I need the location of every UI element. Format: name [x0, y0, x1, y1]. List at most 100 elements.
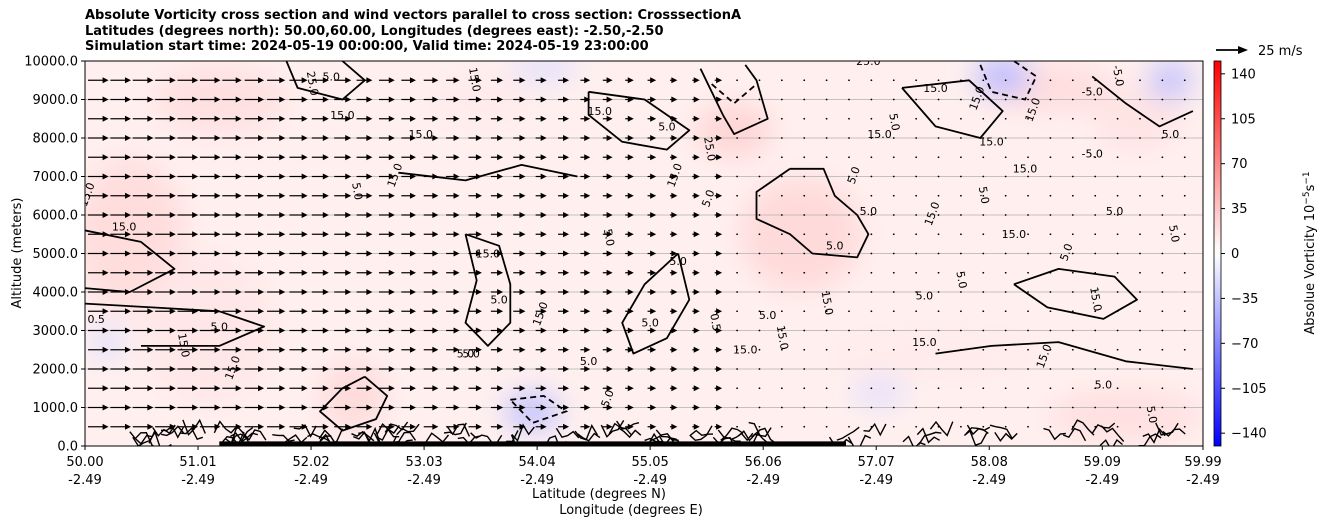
wind-vector-dot	[1094, 98, 1097, 101]
wind-vector-head	[693, 423, 700, 430]
wind-vector-head	[214, 308, 221, 315]
wind-vector-head	[214, 385, 221, 392]
wind-vector-dot	[960, 310, 962, 313]
wind-vector-head	[671, 327, 678, 334]
wind-vector-head	[192, 308, 199, 315]
wind-vector-head	[322, 289, 329, 295]
terrain-base	[219, 441, 847, 446]
wind-vector-dot	[915, 271, 918, 274]
wind-vector-dot	[848, 348, 850, 351]
wind-vector-dot	[825, 291, 828, 293]
wind-vector-head	[214, 96, 221, 103]
terrain-contour	[306, 433, 331, 442]
y-tick-label: 7000.0	[33, 170, 79, 185]
wind-vector-head	[693, 327, 700, 334]
wind-vector-dot	[1094, 233, 1097, 236]
wind-vector-dot	[1071, 214, 1074, 216]
wind-vector-head	[258, 289, 265, 295]
wind-vector-head	[584, 269, 591, 276]
wind-vector-head	[192, 289, 199, 295]
wind-vector-head	[540, 346, 547, 353]
wind-vector-head	[388, 423, 395, 430]
wind-vector-dot	[1139, 233, 1141, 236]
contour-label: -5.0	[1081, 86, 1102, 99]
wind-vector-dot	[937, 137, 940, 139]
wind-vector-dot	[1071, 271, 1074, 274]
contour-label: 15.0	[733, 344, 758, 357]
wind-vector-dot	[1183, 310, 1186, 313]
wind-vector-dot	[758, 233, 761, 236]
wind-vector-dot	[1139, 98, 1141, 101]
wind-vector-dot	[1116, 425, 1119, 428]
wind-vector-head	[671, 289, 678, 295]
contour-line	[464, 233, 512, 347]
wind-vector-head	[279, 96, 286, 103]
contour-line	[587, 90, 691, 151]
wind-vector-head	[563, 327, 570, 334]
wind-vector-head	[563, 289, 570, 295]
wind-vector-dot	[982, 252, 985, 255]
wind-vector-head	[540, 77, 547, 84]
wind-vector-head	[519, 423, 526, 430]
wind-vector-head	[453, 269, 460, 276]
wind-vector-head	[124, 327, 131, 334]
terrain-contour	[443, 422, 467, 436]
wind-vector-head	[345, 173, 352, 180]
wind-vector-head	[693, 308, 700, 315]
y-tick-label: 10000.0	[24, 55, 78, 70]
wind-vector-head	[258, 346, 265, 353]
wind-vector-head	[584, 404, 591, 411]
x-tick-label-lat: 55.05	[632, 455, 669, 470]
wind-vector-dot	[892, 271, 895, 274]
wind-vector-head	[301, 308, 308, 315]
wind-vector-dot	[892, 137, 895, 139]
wind-vector-dot	[1116, 271, 1119, 274]
wind-vector-head	[301, 366, 308, 372]
x-tick-label-lat: 51.01	[179, 455, 216, 470]
wind-vector-head	[279, 308, 286, 315]
wind-vector-head	[563, 135, 570, 141]
terrain-contour	[600, 420, 625, 438]
wind-vector-dot	[758, 425, 761, 428]
wind-vector-head	[716, 404, 723, 411]
wind-vector-head	[322, 115, 329, 122]
wind-vector-dot	[1183, 252, 1186, 255]
wind-vector-head	[409, 135, 416, 141]
terrain-contour	[182, 418, 206, 436]
wind-vector-dot	[870, 175, 873, 178]
wind-vector-head	[693, 192, 700, 199]
wind-vector-head	[366, 231, 373, 238]
wind-vector-dot	[1049, 425, 1052, 428]
wind-vector-dot	[848, 310, 850, 313]
wind-vector-dot	[960, 175, 962, 178]
x-tick-label-lat: 57.07	[858, 455, 895, 470]
wind-vector-dot	[1116, 175, 1119, 178]
wind-vector-dot	[960, 79, 962, 82]
wind-vector-head	[409, 423, 416, 430]
wind-vector-dot	[982, 271, 985, 274]
y-tick-label: 0.0	[57, 440, 78, 455]
wind-vector-dot	[1161, 233, 1164, 236]
x-tick-label-lon: -2.49	[746, 473, 780, 488]
wind-vector-head	[693, 346, 700, 353]
wind-vector-head	[453, 346, 460, 353]
wind-vector-head	[716, 289, 723, 295]
wind-vector-dot	[1049, 194, 1052, 197]
wind-vector-dot	[1071, 368, 1074, 370]
wind-vector-dot	[915, 425, 918, 428]
wind-vector-head	[650, 346, 657, 353]
wind-vector-dot	[982, 310, 985, 313]
terrain-contour	[316, 435, 332, 446]
colorbar-tick-label: −70	[1231, 337, 1258, 352]
wind-vector-dot	[1094, 291, 1097, 293]
wind-vector-dot	[1139, 291, 1141, 293]
wind-vector-dot	[825, 425, 828, 428]
contour-label: 15.0	[175, 332, 192, 358]
wind-vector-head	[671, 346, 678, 353]
terrain-contour	[966, 424, 991, 436]
wind-vector-dot	[1027, 175, 1029, 178]
wind-vector-dot	[982, 98, 985, 101]
wind-vector-dot	[1049, 271, 1052, 274]
wind-vector-head	[650, 154, 657, 161]
wind-vector-head	[388, 154, 395, 161]
